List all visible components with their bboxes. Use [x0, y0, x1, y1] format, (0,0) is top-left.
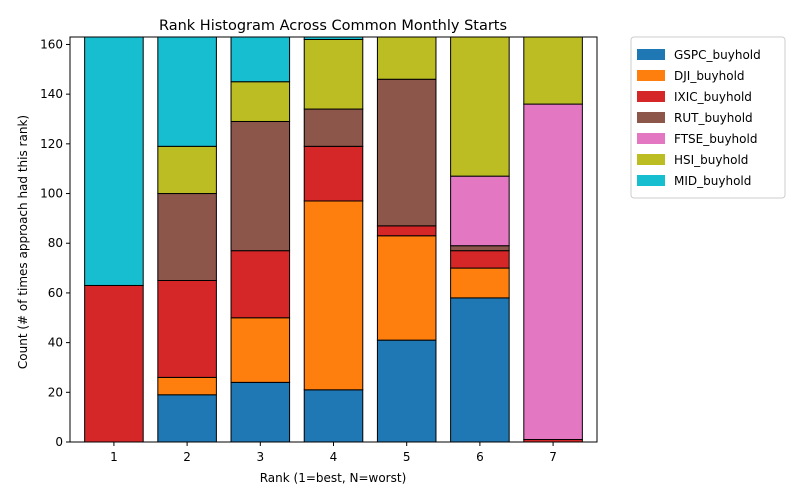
y-tick-label: 0	[55, 435, 63, 449]
chart-title: Rank Histogram Across Common Monthly Sta…	[159, 18, 507, 34]
legend-swatch	[637, 91, 665, 102]
bar-segment	[157, 193, 217, 281]
legend-label: MID_buyhold	[674, 174, 751, 188]
bar-segment	[450, 267, 510, 299]
y-axis: 0 20 40 60 80 100 120 140 160	[40, 37, 70, 449]
bar-segment	[450, 297, 510, 442]
legend-swatch	[637, 49, 665, 60]
legend-swatch	[637, 70, 665, 81]
legend-swatch	[637, 133, 665, 144]
bar-segment	[376, 78, 437, 227]
bar-segment	[157, 279, 217, 378]
x-axis: 1 2 3 4 5 6 7	[110, 442, 557, 464]
bar-segment	[376, 235, 437, 341]
bar-segment	[523, 37, 583, 105]
bar-segment	[157, 376, 217, 396]
bar-segment	[157, 394, 217, 442]
bar-segment	[157, 145, 217, 195]
legend-label: RUT_buyhold	[674, 111, 753, 125]
bar-segment	[523, 103, 583, 441]
y-tick-label: 80	[48, 236, 63, 250]
legend-swatch	[637, 154, 665, 165]
y-tick-label: 100	[40, 187, 63, 201]
bar-segment	[376, 37, 437, 80]
bar-segment	[230, 250, 291, 319]
bars-group	[84, 37, 583, 442]
x-tick-label: 1	[110, 450, 118, 464]
bar-segment	[450, 175, 510, 247]
x-tick-label: 2	[183, 450, 191, 464]
legend-label: FTSE_buyhold	[674, 132, 757, 146]
legend-label: HSI_buyhold	[674, 153, 748, 167]
x-tick-label: 4	[330, 450, 338, 464]
bar-segment	[157, 37, 217, 147]
bar-segment	[84, 284, 144, 442]
legend-swatch	[637, 112, 665, 123]
bar-segment	[303, 200, 364, 391]
bar-segment	[230, 317, 291, 383]
x-tick-label: 5	[403, 450, 411, 464]
bar-segment	[450, 245, 510, 252]
bar-segment	[303, 38, 364, 110]
y-tick-label: 140	[40, 87, 63, 101]
bar-segment	[303, 145, 364, 202]
legend: GSPC_buyhold DJI_buyhold IXIC_buyhold RUT_b…	[630, 36, 786, 199]
y-tick-label: 20	[48, 385, 63, 399]
legend-label: DJI_buyhold	[674, 69, 745, 83]
bar-segment	[303, 389, 364, 442]
y-tick-label: 120	[40, 137, 63, 151]
x-tick-label: 6	[476, 450, 484, 464]
y-tick-label: 60	[48, 286, 63, 300]
legend-label: IXIC_buyhold	[674, 90, 752, 104]
bar-segment	[450, 250, 510, 269]
bar-segment	[230, 37, 291, 83]
bar-segment	[450, 37, 510, 177]
bar-segment	[303, 108, 364, 147]
legend-label: GSPC_buyhold	[674, 48, 761, 62]
x-axis-label: Rank (1=best, N=worst)	[260, 471, 407, 485]
bar-segment	[84, 37, 144, 286]
bar-segment	[303, 37, 364, 40]
y-tick-label: 40	[48, 336, 63, 350]
bar-segment	[230, 381, 291, 442]
y-axis-label: Count (# of times approach had this rank…	[16, 115, 30, 369]
bar-segment	[230, 120, 291, 252]
bar-segment	[376, 339, 437, 442]
legend-frame	[630, 36, 786, 199]
y-tick-label: 160	[40, 37, 63, 51]
legend-swatch	[637, 175, 665, 186]
x-tick-label: 3	[256, 450, 264, 464]
bar-segment	[376, 225, 437, 237]
bar-segment	[230, 81, 291, 122]
x-tick-label: 7	[549, 450, 557, 464]
